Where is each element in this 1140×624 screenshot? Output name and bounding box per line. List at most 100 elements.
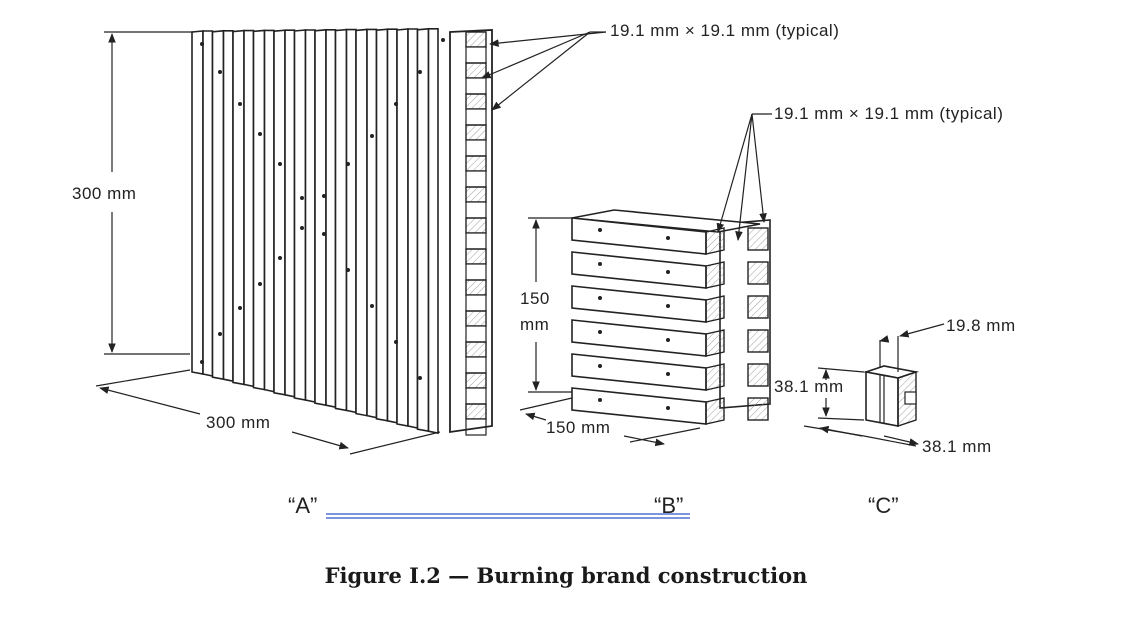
brand-c-drawing — [862, 365, 920, 427]
brand-a-slat — [273, 29, 286, 396]
brand-a-nail — [300, 226, 304, 230]
figure-caption: Figure I.2 — Burning brand construction — [325, 563, 808, 588]
brand-b-nail — [666, 236, 670, 240]
brand-c-width-label: 38.1 mm — [922, 437, 992, 456]
brand-a-slat — [232, 29, 245, 386]
brand-b-nail — [598, 262, 602, 266]
brand-a-slat-side — [304, 29, 316, 403]
brand-a-slat-side — [386, 28, 398, 424]
brand-a-nail — [346, 268, 350, 272]
brand-b-nail — [598, 398, 602, 402]
brand-a-slat — [375, 28, 389, 422]
brand-a-nail — [370, 134, 374, 138]
brand-a-slat-side — [407, 28, 419, 429]
label-c: “C” — [868, 493, 899, 518]
brand-a-nail — [278, 256, 282, 260]
brand-a-typical-label: 19.1 mm × 19.1 mm (typical) — [610, 21, 839, 40]
brand-a-nail — [238, 306, 242, 310]
brand-a-slat-side — [427, 27, 439, 435]
brand-a-nail — [238, 102, 242, 106]
brand-a-end-grain — [465, 310, 487, 327]
brand-a-gap — [465, 356, 487, 374]
brand-a-end-grain — [465, 217, 487, 234]
brand-a-gap — [465, 201, 487, 219]
brand-a-nail — [346, 162, 350, 166]
brand-b-nail — [666, 304, 670, 308]
brand-a-nail — [322, 194, 326, 198]
brand-a-end-grain — [465, 93, 487, 110]
brand-a-end-grain — [465, 341, 487, 358]
brand-a-slat — [252, 29, 266, 391]
brand-b-nail — [666, 372, 670, 376]
brand-a-slat-side — [325, 28, 337, 409]
brand-a-nail — [278, 162, 282, 166]
brand-b-nail — [666, 338, 670, 342]
brand-a-slat — [314, 28, 327, 407]
brand-a-end-grain — [465, 31, 487, 48]
brand-a-gap — [465, 263, 487, 281]
brand-a-gap — [465, 170, 487, 188]
brand-a-end-grain — [465, 248, 487, 265]
brand-b-slat-end — [705, 397, 725, 425]
brand-a-nail — [418, 70, 422, 74]
brand-a-slat — [416, 27, 430, 433]
brand-a-nail — [200, 360, 204, 364]
brand-b-end-grain — [747, 329, 769, 353]
brand-b-height-label-line1: 150 — [520, 289, 550, 308]
brand-a-end-grain — [465, 279, 487, 296]
brand-a-slat — [191, 30, 204, 375]
brand-b-slat — [571, 251, 707, 289]
brand-b-drawing — [571, 209, 771, 425]
brand-c-dimensions — [803, 323, 945, 447]
brand-b-end-grain — [747, 363, 769, 387]
brand-a-slat-side — [222, 29, 234, 383]
brand-a-outline — [449, 29, 493, 434]
brand-a-slat — [211, 29, 225, 381]
brand-a-gap — [465, 139, 487, 157]
brand-a-gap — [465, 77, 487, 95]
brand-a-slat-side — [345, 28, 357, 414]
brand-a-slat-side — [263, 29, 275, 393]
brand-b-end-grain — [747, 227, 769, 251]
brand-b-width-label: 150 mm — [546, 418, 610, 437]
brand-a-width-label: 300 mm — [206, 413, 270, 432]
brand-a-gap — [465, 387, 487, 405]
brand-a-slat-side — [243, 29, 255, 388]
brand-b-typical-label: 19.1 mm × 19.1 mm (typical) — [774, 104, 1003, 123]
brand-a-end-grain — [465, 155, 487, 172]
brand-a-slat — [293, 29, 307, 401]
label-a: “A” — [288, 493, 317, 518]
brand-b-end-grain — [747, 295, 769, 319]
brand-b-nail — [666, 270, 670, 274]
brand-a-nail — [394, 340, 398, 344]
brand-b-slat-end — [705, 295, 725, 323]
brand-a-nail — [300, 196, 304, 200]
brand-a-nail — [322, 232, 326, 236]
brand-a-end-grain — [465, 124, 487, 141]
brand-a-slat — [334, 28, 348, 412]
brand-a-end-grain — [465, 62, 487, 79]
brand-b-nail — [666, 406, 670, 410]
brand-b-end-grain — [747, 261, 769, 285]
brand-b-slat-end — [705, 329, 725, 357]
brand-b-slat — [571, 285, 707, 323]
brand-c-height-label: 38.1 mm — [774, 377, 844, 396]
brand-a-slat-side — [202, 30, 214, 377]
brand-a-gap — [465, 325, 487, 343]
brand-b-slat-end — [705, 363, 725, 391]
brand-a-slat-side — [366, 28, 378, 419]
brand-a-gap — [465, 294, 487, 312]
brand-a-gap — [465, 232, 487, 250]
brand-a-height-label: 300 mm — [72, 184, 136, 203]
brand-a-nail — [258, 132, 262, 136]
brand-b-nail — [598, 296, 602, 300]
brand-a-slat — [355, 28, 368, 417]
brand-b-nail — [598, 364, 602, 368]
brand-b-height-label-line2: mm — [520, 315, 549, 334]
brand-a-nail — [418, 376, 422, 380]
brand-a-gap — [465, 108, 487, 126]
brand-a-nail — [370, 304, 374, 308]
brand-b-slat-end — [705, 261, 725, 289]
brand-a-nail — [441, 38, 445, 42]
